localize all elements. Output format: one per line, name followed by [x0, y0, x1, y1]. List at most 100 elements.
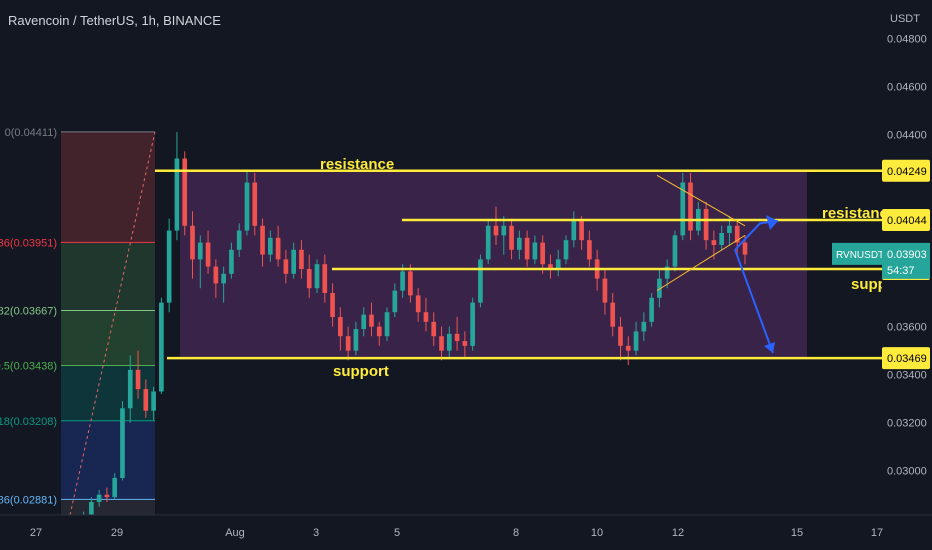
- candle-body: [213, 266, 219, 284]
- fib-level-label: 786(0.02881): [0, 494, 57, 506]
- x-tick-label: Aug: [225, 527, 245, 539]
- price-tag: [882, 159, 930, 182]
- candle-body: [579, 220, 584, 241]
- candle-body: [260, 225, 265, 255]
- candle-body: [462, 341, 468, 346]
- candle-body: [190, 225, 195, 260]
- current-price: 0.03903: [887, 249, 927, 261]
- candle-body: [688, 182, 693, 231]
- fib-zone: [61, 131, 155, 243]
- fib-level-label: 0.5(0.03438): [0, 361, 57, 373]
- candle-body: [267, 237, 273, 255]
- candle-body: [548, 264, 553, 269]
- candle-body: [672, 235, 678, 267]
- x-tick-label: 10: [591, 527, 603, 539]
- x-tick-label: 5: [394, 527, 400, 539]
- candle-body: [742, 242, 748, 255]
- price-tag-label: 0.03469: [887, 353, 927, 365]
- candle-body: [478, 259, 483, 303]
- symbol-badge: [832, 242, 882, 265]
- candle-body: [306, 268, 312, 289]
- fib-level-label: 0(0.04411): [5, 127, 57, 139]
- candle-body: [96, 494, 102, 502]
- candle-countdown: 54:37: [887, 265, 915, 277]
- x-tick-label: 15: [791, 527, 803, 539]
- time-axis: [0, 515, 932, 550]
- candle-body: [174, 158, 180, 231]
- bearish-scenario-arrow: [734, 249, 774, 354]
- candle-body: [727, 225, 732, 233]
- arrow-head: [766, 214, 778, 230]
- fib-level-label: 236(0.03951): [0, 237, 57, 249]
- fib-zone: [61, 242, 155, 311]
- candle-body: [408, 271, 413, 296]
- y-tick-label: 0.03000: [887, 466, 927, 478]
- candle-body: [555, 259, 561, 269]
- candle-body: [143, 389, 149, 411]
- current-price-tag: [882, 242, 930, 279]
- candle-body: [229, 249, 234, 274]
- candle-body: [361, 314, 367, 330]
- candle-body: [454, 333, 460, 342]
- candle-body: [516, 237, 522, 250]
- candle-body: [664, 266, 670, 279]
- candle-body: [376, 326, 382, 337]
- candle-body: [431, 321, 437, 337]
- candle-body: [680, 182, 686, 236]
- candle-body: [236, 230, 242, 250]
- candle-body: [345, 336, 351, 351]
- x-tick-label: 17: [871, 527, 883, 539]
- candle-body: [151, 391, 156, 411]
- candle-body: [641, 321, 647, 332]
- candle-body: [182, 158, 188, 226]
- candle-body: [127, 369, 133, 409]
- fib-zone: [61, 310, 155, 366]
- symbol-ticker: RVNUSDT: [836, 250, 884, 261]
- annotation-resistance: resistance: [822, 205, 896, 222]
- price-tag-label: 0.04044: [887, 215, 927, 227]
- candle-body: [104, 494, 110, 498]
- y-tick-label: 0.03200: [887, 418, 927, 430]
- candle-body: [197, 242, 203, 260]
- y-tick-label: 0.03600: [887, 322, 927, 334]
- candle-body: [252, 182, 258, 226]
- triangle-upper-line: [656, 174, 746, 227]
- fib-level-label: 382(0.03667): [0, 306, 57, 318]
- candle-body: [719, 232, 724, 245]
- candle-body: [400, 271, 405, 291]
- candle-body: [439, 336, 444, 351]
- candle-body: [540, 242, 546, 265]
- triangle-lower-line: [656, 234, 746, 292]
- price-tag: [882, 209, 930, 231]
- fib-level-label: 618(0.03208): [0, 416, 57, 428]
- candle-body: [415, 295, 421, 313]
- range-channel: [180, 170, 807, 359]
- candle-body: [602, 278, 608, 303]
- x-tick-label: 12: [672, 527, 684, 539]
- arrow-head: [764, 342, 775, 354]
- annotation-support: support: [333, 363, 389, 380]
- candle-body: [423, 312, 429, 322]
- candle-body: [283, 259, 289, 274]
- candle-body: [509, 225, 514, 250]
- candle-body: [446, 333, 452, 351]
- y-tick-label: 0.04600: [887, 81, 927, 93]
- candle-body: [338, 317, 343, 337]
- annotation-resistance: resistance: [320, 156, 394, 173]
- candle-body: [493, 225, 499, 236]
- candle-body: [649, 297, 654, 322]
- currency-label: USDT: [890, 13, 920, 25]
- candle-body: [501, 225, 507, 236]
- candle-body: [587, 240, 592, 260]
- candle-body: [244, 182, 250, 231]
- candle-body: [711, 240, 717, 245]
- candle-body: [159, 302, 164, 392]
- candle-body: [275, 237, 281, 260]
- candle-body: [112, 477, 118, 498]
- x-tick-label: 27: [30, 527, 42, 539]
- candle-body: [322, 264, 328, 294]
- candle-body: [166, 230, 172, 303]
- candle-body: [734, 225, 740, 243]
